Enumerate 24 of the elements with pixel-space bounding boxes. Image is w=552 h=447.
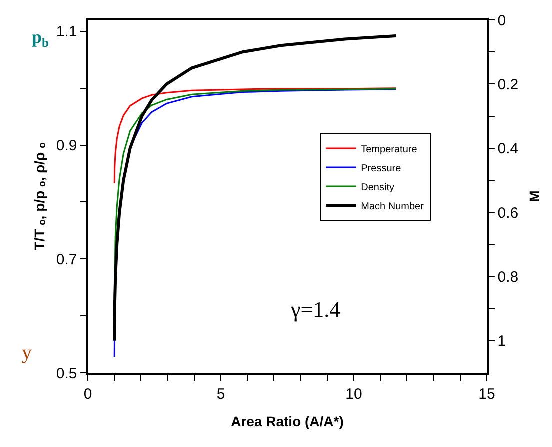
text: p$_{b}$: [32, 27, 50, 50]
x-tick-label: 10: [346, 386, 362, 403]
text: y: [22, 342, 32, 364]
x-tick-label: 15: [478, 386, 496, 403]
y2-tick-label: 0.2: [498, 76, 519, 94]
y-axis-title: T/T ₒ, p/p ₒ, ρ/ρ ₒ: [31, 142, 48, 250]
y2-tick-label: 0: [498, 12, 506, 30]
x-axis-title: Area Ratio (A/A*): [231, 414, 344, 430]
y-tick-label: 0.9: [56, 138, 78, 155]
legend-label: Pressure: [361, 163, 402, 174]
y2-tick-label: 0.4: [498, 140, 519, 158]
x-tick-label: 0: [84, 386, 92, 403]
y2-tick-label: 0.8: [498, 268, 519, 286]
y-tick-label: 1.1: [56, 24, 78, 41]
legend-label: Mach Number: [361, 201, 425, 212]
x-tick-label: 5: [216, 386, 226, 403]
y-tick-label: 0.5: [56, 365, 78, 382]
y2-axis-title: M: [526, 190, 542, 202]
annotation: γ=1.4: [290, 297, 341, 322]
y2-tick-label: 0.6: [498, 204, 519, 222]
y-tick-label: 0.7: [56, 251, 78, 268]
y2-tick-label: 1: [498, 333, 506, 350]
legend-label: Density: [361, 182, 394, 194]
legend-label: Temperature: [361, 144, 418, 156]
